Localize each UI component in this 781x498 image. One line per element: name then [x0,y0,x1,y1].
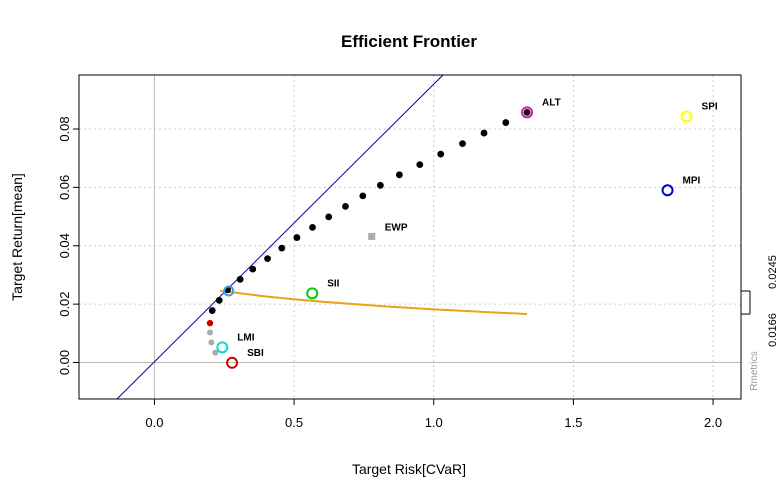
min-variance-locus-point [208,339,215,346]
efficient-frontier-point [395,171,403,179]
x-tick-label: 2.0 [704,415,722,430]
efficient-frontier-point [480,129,488,137]
grid-lines [79,75,741,399]
efficient-frontier-point [523,108,531,116]
efficient-frontier-point [459,140,466,147]
tangency-line [116,75,444,399]
x-axis-label: Target Risk[CVaR] [352,461,466,477]
efficient-frontier-point [249,265,257,273]
efficient-frontier-point [502,119,510,126]
asset-label-mpi: MPI [683,175,701,186]
min-variance-locus-point [207,329,214,336]
equal-weights-marker [368,232,376,240]
efficient-frontier-point [437,150,445,158]
efficient-frontier-point [359,192,367,200]
efficient-frontier-point [376,181,384,189]
efficient-frontier-point [342,202,349,210]
asset-marker-alt [521,106,534,119]
x-axis: 0.0 0.5 1.0 1.5 2.0 [145,399,722,430]
efficient-frontier-point [416,161,424,169]
asset-label-lmi: LMI [237,332,254,343]
efficient-frontier-point [264,255,271,262]
asset-label-spi: SPI [702,101,718,112]
right-axis-label: 0.0166 [767,313,779,347]
y-axis-label: Target Return[mean] [9,173,25,301]
asset-label-sii: SII [327,278,339,289]
inefficient-frontier-point [206,319,214,327]
right-axis: 0.0245 0.0166 [741,255,779,347]
y-axis: 0.00 0.02 0.04 0.06 0.08 [57,116,79,375]
asset-marker-lmi [216,341,229,354]
asset-marker-spi [680,110,693,123]
efficient-frontier-point [309,223,316,231]
y-tick-label: 0.04 [57,233,72,258]
asset-label-sbi: SBI [247,348,264,359]
efficient-frontier-point [236,275,244,283]
equal-weights-label: EWP [385,222,408,233]
x-tick-label: 1.5 [564,415,582,430]
chart-title: Efficient Frontier [341,32,477,51]
efficient-frontier-point [208,307,216,314]
asset-marker-sbi [226,356,239,369]
efficient-frontier-point [278,244,286,252]
y-tick-label: 0.08 [57,116,72,141]
y-tick-label: 0.02 [57,291,72,316]
tangency-portfolio-marker [223,285,235,297]
x-tick-label: 1.0 [425,415,443,430]
efficient-frontier-point [293,234,301,241]
x-tick-label: 0.5 [285,415,303,430]
y-tick-label: 0.06 [57,175,72,200]
rmetrics-watermark: Rmetrics [749,351,760,390]
efficient-frontier-point [325,213,333,221]
min-variance-locus-point [212,349,219,356]
y-tick-label: 0.00 [57,350,72,375]
plot-data: EWP ALT SPI MPI SII LMI SBI [116,75,718,399]
x-tick-label: 0.0 [145,415,163,430]
asset-marker-sii [306,287,319,300]
efficient-frontier-point [215,296,223,304]
asset-marker-mpi [661,184,674,197]
zero-axis-lines [79,75,741,399]
plot-area-border [78,74,742,400]
right-axis-label: 0.0245 [767,255,779,289]
sharpe-ratio-curve [219,290,528,316]
asset-label-alt: ALT [542,97,561,108]
